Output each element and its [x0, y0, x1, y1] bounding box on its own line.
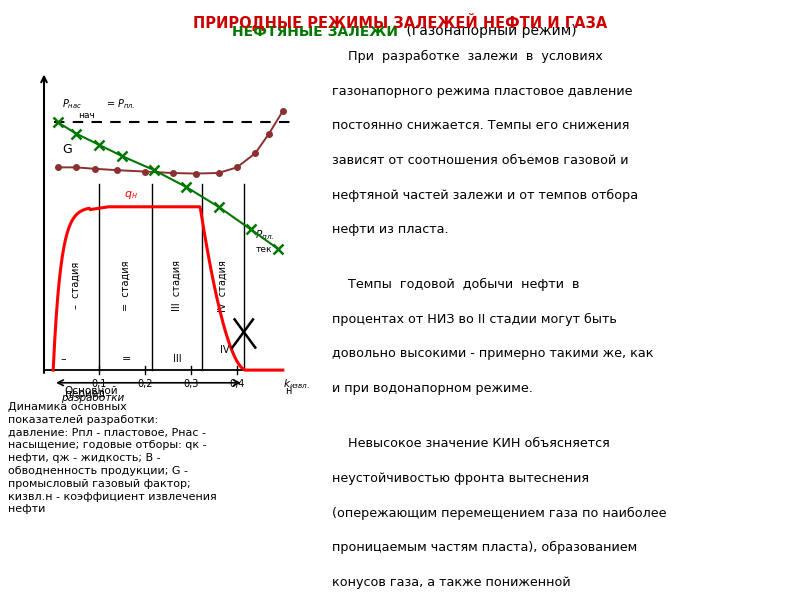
Text: 0,2: 0,2: [138, 379, 153, 389]
Text: III: III: [173, 353, 182, 364]
Text: Основной: Основной: [65, 386, 118, 395]
Text: IV  стадия: IV стадия: [218, 260, 228, 311]
Text: Невысокое значение КИН объясняется: Невысокое значение КИН объясняется: [332, 437, 610, 451]
Text: Темпы  годовой  добычи  нефти  в: Темпы годовой добычи нефти в: [332, 278, 579, 292]
Text: довольно высокими - примерно такими же, как: довольно высокими - примерно такими же, …: [332, 347, 654, 361]
Text: нефтяной частей залежи и от темпов отбора: нефтяной частей залежи и от темпов отбор…: [332, 188, 638, 202]
Text: $q_н$: $q_н$: [124, 189, 138, 201]
Text: н: н: [285, 386, 291, 395]
Text: процентах от НИЗ во II стадии могут быть: процентах от НИЗ во II стадии могут быть: [332, 313, 617, 326]
Text: III  стадия: III стадия: [171, 260, 182, 311]
Text: 0,3: 0,3: [183, 379, 198, 389]
Text: (опережающим перемещением газа по наиболее: (опережающим перемещением газа по наибол…: [332, 506, 666, 520]
Text: тек: тек: [255, 245, 272, 254]
Text: зависят от соотношения объемов газовой и: зависят от соотношения объемов газовой и: [332, 154, 629, 167]
Text: Динамика основных
показателей разработки:
давление: Рпл - пластовое, Рнас -
насы: Динамика основных показателей разработки…: [8, 402, 217, 514]
Text: $k_{извл.}$: $k_{извл.}$: [283, 377, 310, 391]
Text: неустойчивостью фронта вытеснения: неустойчивостью фронта вытеснения: [332, 472, 589, 485]
Text: –: –: [61, 353, 66, 364]
Text: IV: IV: [220, 345, 230, 355]
Text: 0,4: 0,4: [230, 379, 245, 389]
Text: и при водонапорном режиме.: и при водонапорном режиме.: [332, 382, 533, 395]
Text: =  стадия: = стадия: [121, 260, 130, 311]
Text: период: период: [65, 389, 105, 399]
Text: При  разработке  залежи  в  условиях: При разработке залежи в условиях: [332, 50, 602, 63]
Text: разработки: разработки: [61, 393, 124, 403]
Text: G: G: [62, 143, 72, 156]
Text: = $P_{пл.}$: = $P_{пл.}$: [106, 97, 135, 110]
Text: нефти из пласта.: нефти из пласта.: [332, 223, 449, 236]
Text: –  стадия: – стадия: [71, 262, 81, 309]
Text: (газонапорный режим): (газонапорный режим): [402, 25, 577, 38]
Text: 0,1: 0,1: [91, 379, 106, 389]
Text: НЕФТЯНЫЕ ЗАЛЕЖИ: НЕФТЯНЫЕ ЗАЛЕЖИ: [232, 25, 398, 38]
Text: газонапорного режима пластовое давление: газонапорного режима пластовое давление: [332, 85, 633, 98]
Text: конусов газа, а также пониженной: конусов газа, а также пониженной: [332, 575, 570, 589]
Text: проницаемым частям пласта), образованием: проницаемым частям пласта), образованием: [332, 541, 638, 554]
Text: $P_{пл.}$: $P_{пл.}$: [255, 228, 274, 242]
Text: ПРИРОДНЫЕ РЕЖИМЫ ЗАЛЕЖЕЙ НЕФТИ И ГАЗА: ПРИРОДНЫЕ РЕЖИМЫ ЗАЛЕЖЕЙ НЕФТИ И ГАЗА: [193, 13, 607, 31]
Text: постоянно снижается. Темпы его снижения: постоянно снижается. Темпы его снижения: [332, 119, 630, 133]
Text: =: =: [122, 353, 131, 364]
Text: $P_{нас}$: $P_{нас}$: [62, 97, 82, 110]
Text: нач: нач: [78, 111, 95, 120]
